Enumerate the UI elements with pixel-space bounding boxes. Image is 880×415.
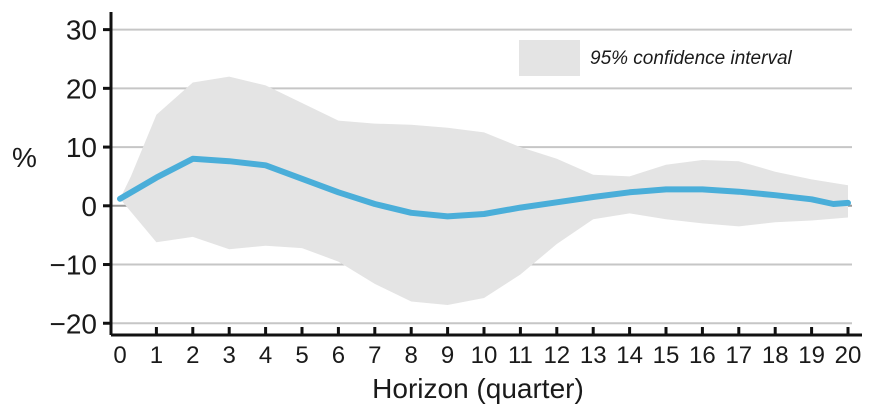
x-tick-label: 1	[150, 342, 163, 369]
x-tick-label: 19	[798, 342, 825, 369]
x-tick-label: 15	[653, 342, 680, 369]
y-tick-label: 10	[66, 132, 97, 163]
x-tick-label: 6	[332, 342, 345, 369]
x-tick-label: 10	[471, 342, 498, 369]
confidence-interval-band	[120, 76, 848, 305]
x-tick-label: 13	[580, 342, 607, 369]
x-tick-label: 8	[405, 342, 418, 369]
y-tick-label: 30	[66, 15, 97, 46]
x-tick-label: 11	[508, 342, 533, 369]
y-tick-label: 20	[66, 73, 97, 104]
x-tick-label: 14	[616, 342, 643, 369]
x-tick-label: 20	[835, 342, 862, 369]
y-tick-label: 0	[81, 191, 97, 222]
x-tick-labels: 0 1 2 3 4 5 6 7 8 9 10 11 12 13 14 15 16 17 18 19 20	[113, 342, 861, 369]
x-tick-label: 9	[441, 342, 454, 369]
x-tick-label: 17	[725, 342, 752, 369]
x-axis-label: Horizon (quarter)	[372, 373, 584, 404]
axes-layer	[103, 12, 862, 337]
y-tick-label: −20	[50, 308, 98, 339]
x-tick-label: 12	[543, 342, 570, 369]
x-tick-label: 2	[186, 342, 199, 369]
x-tick-label: 3	[223, 342, 236, 369]
x-tick-label: 7	[368, 342, 381, 369]
x-tick-label: 18	[762, 342, 789, 369]
series-line	[117, 155, 851, 220]
legend-label: 95% confidence interval	[590, 48, 793, 69]
legend-swatch	[519, 40, 580, 76]
x-tick-label: 0	[113, 342, 126, 369]
x-tick-label: 16	[689, 342, 716, 369]
x-tick-label: 4	[259, 342, 272, 369]
legend: 95% confidence interval	[519, 40, 793, 76]
x-tick-label: 5	[295, 342, 308, 369]
y-tick-labels: 30 20 10 0 −10 −20	[50, 15, 98, 340]
y-axis-label: %	[12, 142, 37, 173]
y-tick-label: −10	[50, 250, 98, 281]
